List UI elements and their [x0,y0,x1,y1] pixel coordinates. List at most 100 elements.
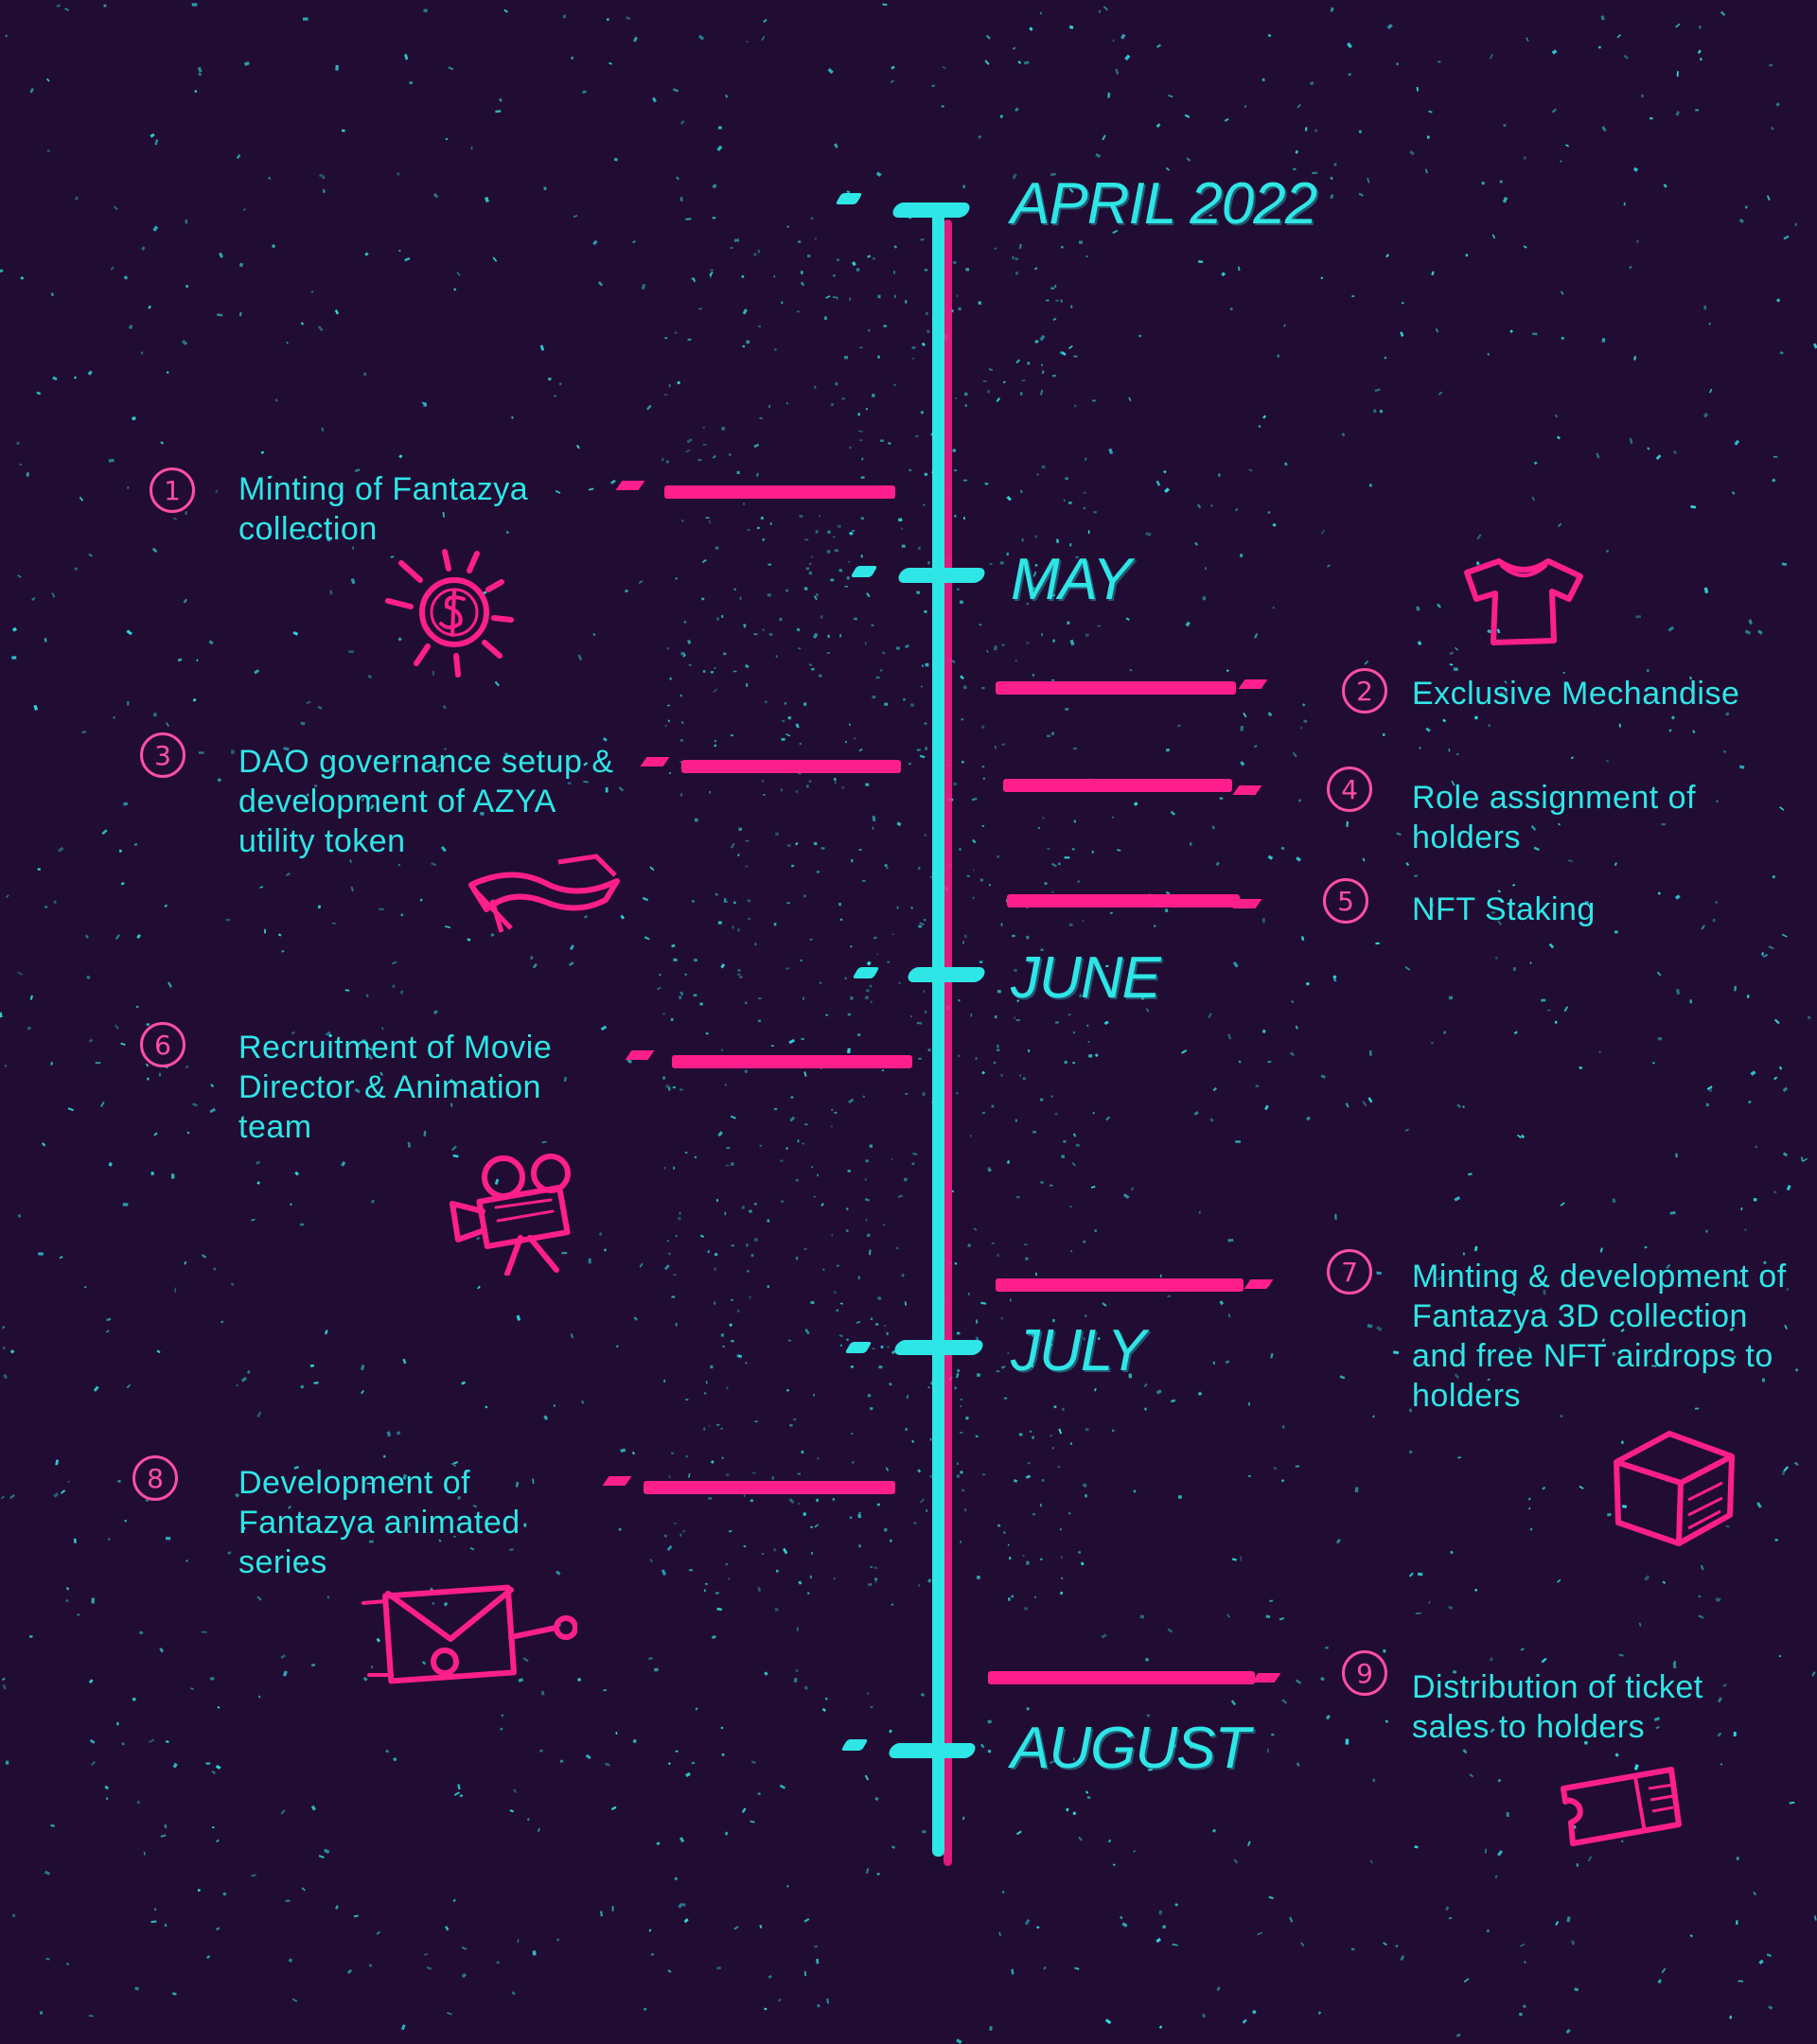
star [118,849,122,853]
star [2,1683,7,1690]
star [1668,729,1672,732]
star [1082,920,1085,923]
star [648,1929,652,1932]
star [1649,116,1653,120]
star [379,1071,383,1077]
star [803,996,804,1000]
star [1456,1103,1461,1108]
star [961,718,964,721]
milestone-number: 8 [132,1455,178,1501]
star [1782,1152,1789,1157]
star [1453,667,1458,672]
star [710,274,712,278]
star [960,1405,962,1407]
star [798,647,802,649]
star [610,1806,617,1811]
star [1417,1572,1423,1577]
star [756,526,760,529]
star [1522,2003,1527,2009]
star [856,1320,861,1324]
star [124,1519,128,1523]
star [883,1224,886,1226]
star [737,969,741,972]
star [981,1070,986,1075]
star [432,1601,435,1605]
star [851,858,854,863]
star [751,1471,756,1474]
star [1032,1436,1034,1439]
star [1584,901,1589,905]
star [923,919,926,922]
star [1722,750,1726,753]
star [1074,404,1077,408]
star [264,928,266,934]
star [1675,1153,1678,1158]
star [971,797,978,802]
star [1300,1942,1305,1947]
star [876,1872,880,1876]
star [475,1236,481,1241]
star [484,196,489,203]
star [1497,1778,1502,1783]
star [219,252,223,258]
star [1570,756,1574,760]
star [723,901,728,903]
connector-bar [672,1055,912,1068]
star [1226,669,1229,673]
star [1636,239,1639,243]
star [795,1178,799,1182]
star [760,517,764,520]
star [726,1147,731,1149]
star [960,1398,963,1401]
star [348,650,355,654]
star [1072,1811,1077,1816]
star [785,402,788,405]
star [813,841,818,845]
star [583,914,589,919]
star [782,1547,788,1555]
star [369,804,375,810]
star [238,311,242,317]
star [1174,1903,1178,1907]
star [1560,1414,1563,1418]
star [1181,1048,1188,1054]
star [1073,1757,1075,1761]
star [709,272,714,276]
star [1069,1206,1072,1207]
star [798,772,802,775]
star [774,348,777,351]
star [891,65,895,70]
star [1703,305,1707,310]
star [1565,2028,1571,2035]
star [12,1913,16,1917]
star [1051,890,1054,893]
star [1448,1605,1454,1610]
star [285,1899,291,1902]
star [370,1665,374,1669]
star [329,590,333,595]
star [1115,68,1120,75]
star [269,475,273,479]
star [1167,1628,1173,1633]
star [667,1240,669,1242]
star [727,1577,731,1580]
star [1511,883,1516,887]
star [1566,1916,1571,1923]
star [793,1418,797,1421]
star [988,367,994,372]
star [1085,1790,1089,1794]
star [450,1102,453,1107]
film-reel-icon [362,1584,577,1684]
star [747,1270,750,1273]
star [968,1293,970,1295]
star [672,88,679,93]
star [128,325,133,330]
star [1051,374,1056,378]
star [1013,1479,1018,1483]
star [1773,1018,1780,1025]
star [1708,1088,1712,1092]
star [1601,1338,1606,1343]
star [45,78,50,82]
star [317,705,323,710]
